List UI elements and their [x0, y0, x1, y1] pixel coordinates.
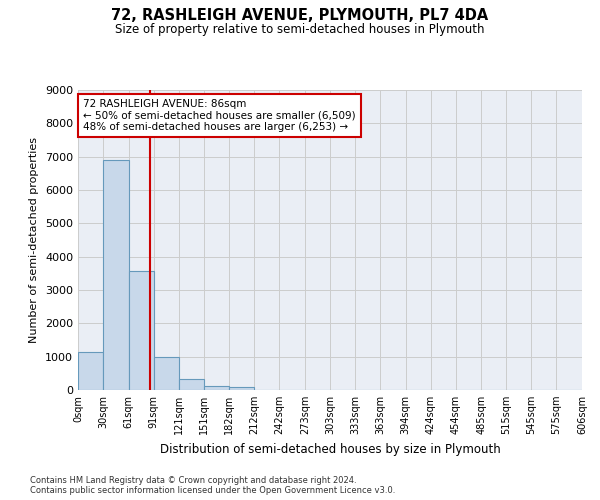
Bar	[154, 356, 179, 390]
Text: 72 RASHLEIGH AVENUE: 86sqm
← 50% of semi-detached houses are smaller (6,509)
48%: 72 RASHLEIGH AVENUE: 86sqm ← 50% of semi…	[83, 99, 356, 132]
Bar	[203, 386, 229, 390]
Bar	[78, 352, 103, 390]
Bar	[129, 272, 154, 390]
Text: Distribution of semi-detached houses by size in Plymouth: Distribution of semi-detached houses by …	[160, 442, 500, 456]
Text: 72, RASHLEIGH AVENUE, PLYMOUTH, PL7 4DA: 72, RASHLEIGH AVENUE, PLYMOUTH, PL7 4DA	[112, 8, 488, 22]
Bar	[229, 386, 254, 390]
Y-axis label: Number of semi-detached properties: Number of semi-detached properties	[29, 137, 40, 343]
Text: Size of property relative to semi-detached houses in Plymouth: Size of property relative to semi-detach…	[115, 22, 485, 36]
Bar	[103, 160, 129, 390]
Bar	[179, 380, 203, 390]
Text: Contains HM Land Registry data © Crown copyright and database right 2024.
Contai: Contains HM Land Registry data © Crown c…	[30, 476, 395, 495]
